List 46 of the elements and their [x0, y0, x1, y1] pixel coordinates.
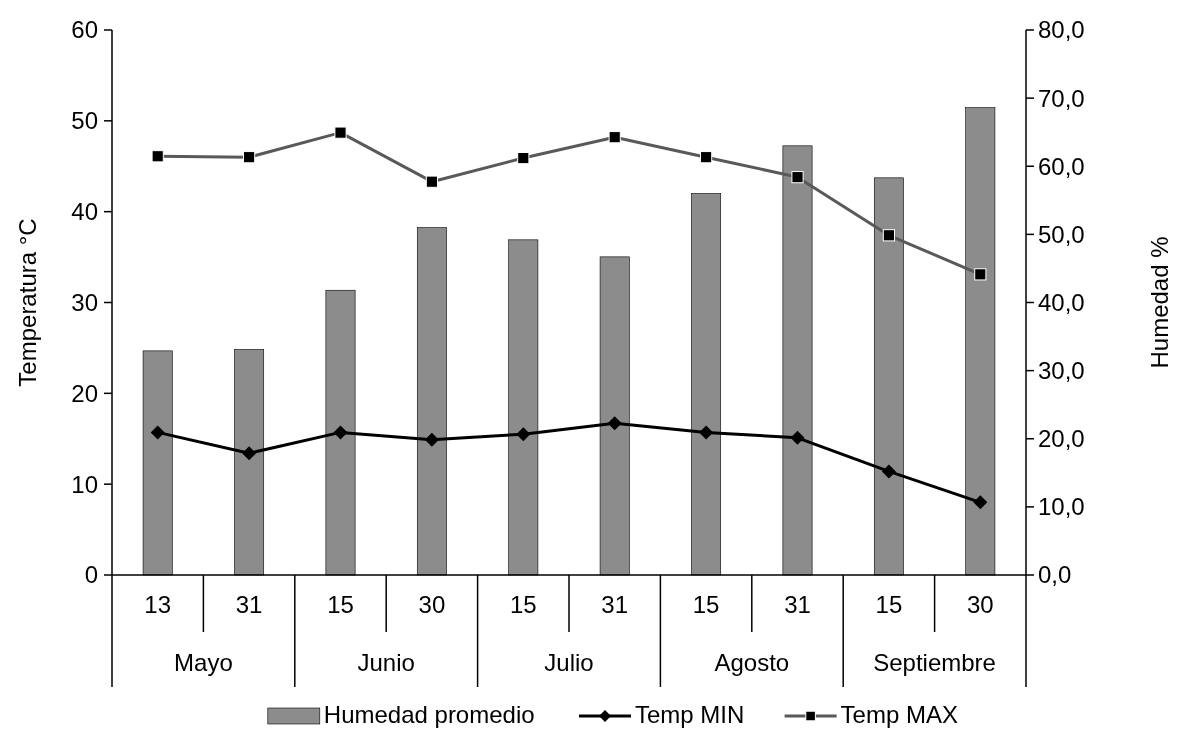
y-tick-label: 40: [71, 198, 98, 226]
point: [516, 427, 531, 442]
y-tick-label: 30: [71, 288, 98, 316]
x-tick-label: 15: [327, 591, 354, 618]
x-tick-label: 13: [144, 591, 172, 618]
y-tick-label: 20: [71, 379, 98, 407]
text: Julio: [544, 649, 594, 676]
y-tick-label: 10: [71, 470, 98, 498]
y-tick-label: 60: [71, 16, 98, 44]
point: [881, 464, 896, 479]
y2-tick-label: 10,0: [1038, 493, 1085, 521]
text: Agosto: [714, 649, 790, 676]
text: Junio: [357, 649, 415, 676]
y2-tick-label: 50,0: [1038, 220, 1085, 248]
point: [424, 432, 439, 447]
y2-tick-label: 20,0: [1038, 425, 1085, 453]
y2-tick-label: 0,0: [1038, 561, 1072, 589]
y-tick-label: 50: [71, 107, 98, 135]
y2-tick-label: 80,0: [1038, 16, 1085, 44]
legend-label: Temp MIN: [635, 701, 745, 728]
legend-label: Humedad promedio: [323, 701, 535, 728]
x-tick-label: 30: [966, 591, 994, 618]
y-tick-label: 0: [84, 561, 98, 589]
x-tick-label: 31: [784, 591, 811, 618]
y2-tick-label: 40,0: [1038, 288, 1085, 316]
point: [333, 425, 348, 440]
point: [150, 425, 165, 440]
point: [790, 430, 805, 445]
x-tick-label: 31: [235, 591, 263, 618]
x-tick-label: 30: [418, 591, 446, 618]
x-tick-label: 15: [509, 591, 537, 618]
text: Mayo: [174, 649, 233, 676]
legend-label: Temp MAX: [840, 701, 958, 728]
y-axis-title: Temperatura °C: [14, 218, 41, 387]
y2-tick-label: 70,0: [1038, 84, 1085, 112]
x-tick-label: 31: [601, 591, 629, 618]
text: Septiembre: [873, 649, 996, 676]
point: [607, 416, 622, 431]
y2-axis-title: Humedad %: [1146, 236, 1173, 369]
x-tick-label: 15: [692, 591, 720, 618]
y2-tick-label: 30,0: [1038, 357, 1085, 385]
point: [242, 446, 257, 461]
point: [699, 425, 714, 440]
y2-tick-label: 60,0: [1038, 152, 1085, 180]
x-tick-label: 15: [875, 591, 903, 618]
point: [973, 495, 988, 510]
